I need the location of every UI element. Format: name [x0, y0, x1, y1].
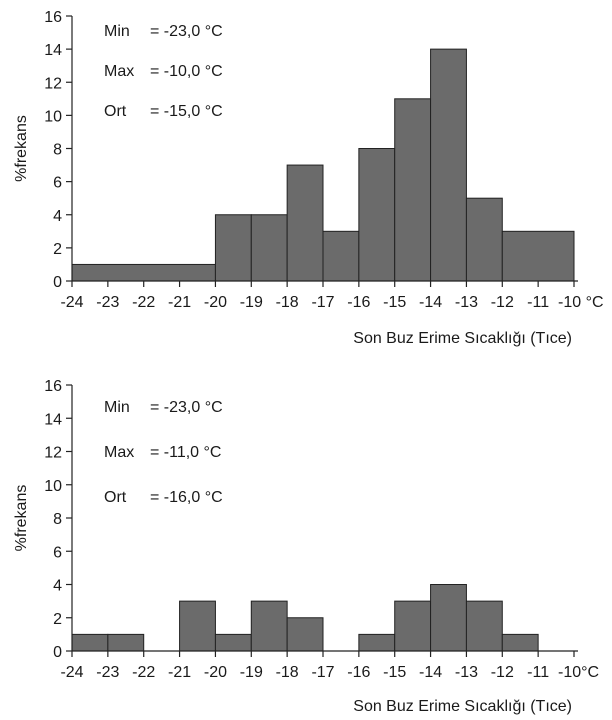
- histogram-chart-1: 0 2 4 6 8 10 12 14 16 -24 -23 -22 -21 -20 -19 -18 -17 -16…: [13, 9, 604, 347]
- x-tick-label: -20: [204, 294, 227, 311]
- x-tick-label: -17: [311, 664, 334, 681]
- x-tick-label: -13: [455, 294, 478, 311]
- y-tick-label: 16: [44, 378, 62, 395]
- histogram-bar: [394, 600, 432, 652]
- y-tick-label: 2: [53, 611, 62, 628]
- x-tick-label: -21: [168, 664, 191, 681]
- y-tick-label: 6: [53, 544, 62, 561]
- y-tick-label: 4: [53, 578, 62, 595]
- stat-value-min: = -23,0 °C: [150, 23, 223, 40]
- y-tick-label: 10: [44, 108, 62, 125]
- x-axis-title: Son Buz Erime Sıcaklığı (Tıce): [353, 330, 572, 347]
- x-axis-title: Son Buz Erime Sıcaklığı (Tıce): [353, 698, 572, 715]
- stat-label-max: Max: [104, 63, 134, 80]
- x-tick-label: -23: [96, 294, 119, 311]
- x-tick-label: -23: [96, 664, 119, 681]
- histogram-bar: [501, 230, 575, 282]
- histogram-bar: [214, 214, 252, 282]
- stat-value-ort: = -16,0 °C: [150, 489, 223, 506]
- x-tick-label: -20: [204, 664, 227, 681]
- x-tick-label: -24: [60, 294, 83, 311]
- histogram-bar: [107, 633, 145, 652]
- x-tick-label: -15: [383, 294, 406, 311]
- stat-label-ort: Ort: [104, 103, 127, 120]
- histogram-bar: [501, 633, 539, 652]
- x-tick-label: -16: [347, 664, 370, 681]
- stat-label-min: Min: [104, 23, 130, 40]
- y-tick-label: 6: [53, 175, 62, 192]
- histogram-bar: [322, 230, 360, 282]
- y-tick-label: 16: [44, 9, 62, 26]
- histogram-bar: [71, 633, 109, 652]
- x-tick-label: -12: [491, 294, 514, 311]
- x-tick-label: -22: [132, 664, 155, 681]
- x-tick-label: -15: [383, 664, 406, 681]
- histogram-bar: [250, 600, 288, 652]
- y-tick-label: 0: [53, 274, 62, 291]
- x-tick-label: -13: [455, 664, 478, 681]
- histogram-chart-2: 0 2 4 6 8 10 12 14 16 -24 -23 -22 -21 -20 -19 -18 -17 -16…: [13, 378, 599, 715]
- stat-label-max: Max: [104, 444, 134, 461]
- x-tick-label: -16: [347, 294, 370, 311]
- y-tick-label: 4: [53, 208, 62, 225]
- x-tick-label: -21: [168, 294, 191, 311]
- stat-label-ort: Ort: [104, 489, 127, 506]
- stat-value-max: = -10,0 °C: [150, 63, 223, 80]
- y-tick-label: 2: [53, 241, 62, 258]
- x-tick-label: -12: [491, 664, 514, 681]
- x-tick-label: -19: [240, 664, 263, 681]
- y-tick-label: 12: [44, 445, 62, 462]
- stat-value-min: = -23,0 °C: [150, 399, 223, 416]
- histogram-bar: [394, 98, 432, 282]
- stat-label-min: Min: [104, 399, 130, 416]
- x-tick-label: -18: [276, 294, 299, 311]
- y-tick-label: 10: [44, 478, 62, 495]
- histogram-bar: [465, 600, 503, 652]
- x-tick-label: -11: [527, 664, 549, 681]
- x-tick-label: -17: [311, 294, 334, 311]
- histogram-bar: [71, 263, 216, 282]
- x-tick-label: -14: [419, 664, 442, 681]
- histogram-bar: [179, 600, 216, 652]
- y-tick-label: 14: [44, 411, 62, 428]
- histogram-bar: [286, 164, 324, 282]
- histogram-bar: [250, 214, 288, 282]
- y-tick-label: 8: [53, 511, 62, 528]
- y-tick-label: 8: [53, 142, 62, 159]
- stat-value-ort: = -15,0 °C: [150, 103, 223, 120]
- x-tick-label: -14: [419, 294, 442, 311]
- y-axis-title: %frekans: [13, 485, 30, 552]
- histogram-bar: [430, 584, 467, 652]
- histogram-bar: [430, 48, 467, 282]
- histogram-bar: [358, 148, 396, 282]
- x-tick-label: -22: [132, 294, 155, 311]
- stat-value-max: = -11,0 °C: [150, 444, 221, 461]
- y-axis-title: %frekans: [13, 115, 30, 182]
- x-tick-label: -19: [240, 294, 263, 311]
- x-tick-label: -18: [276, 664, 299, 681]
- y-tick-label: 14: [44, 42, 62, 59]
- x-tick-label: -11: [527, 294, 549, 311]
- histogram-bar: [465, 197, 503, 282]
- x-tick-label: -10 °C: [558, 294, 604, 311]
- histogram-bar: [214, 633, 252, 652]
- y-tick-label: 0: [53, 644, 62, 661]
- histogram-bar: [286, 617, 324, 652]
- x-tick-label: -24: [60, 664, 83, 681]
- histogram-bar: [358, 633, 396, 652]
- x-tick-label: -10°C: [558, 664, 599, 681]
- y-tick-label: 12: [44, 75, 62, 92]
